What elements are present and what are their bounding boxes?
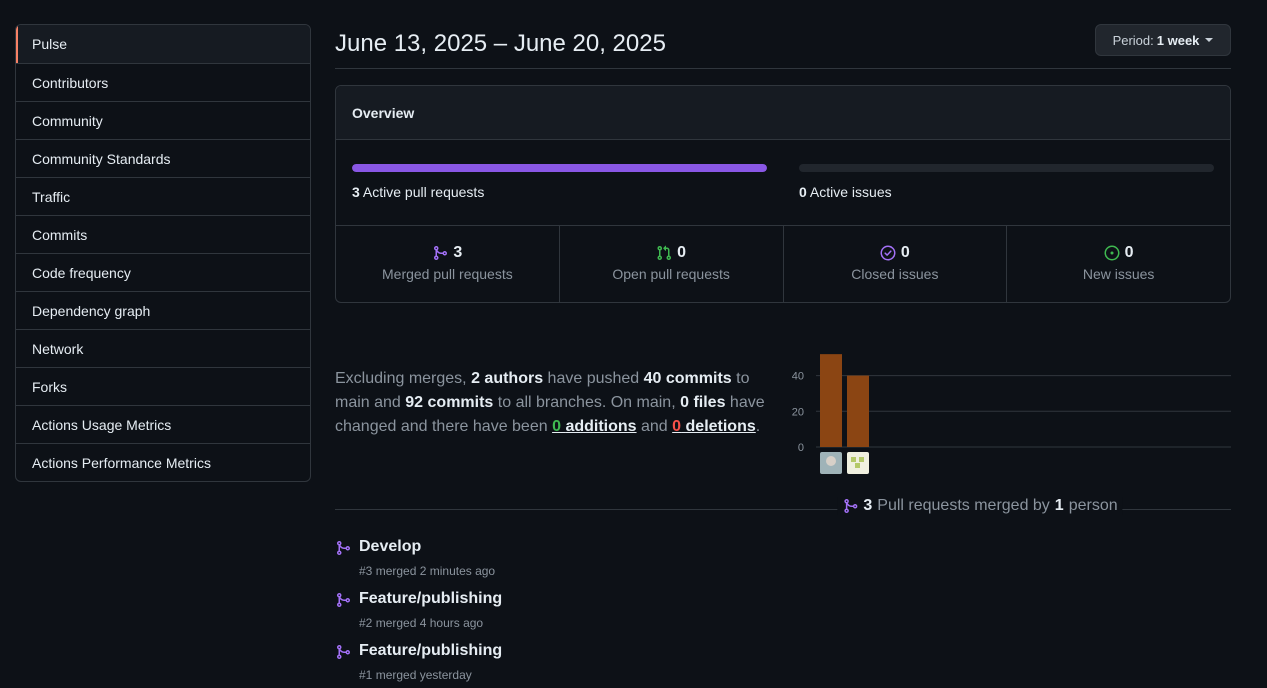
deletions-count: 0 bbox=[672, 418, 682, 435]
merge-icon bbox=[337, 645, 351, 659]
merge-icon bbox=[337, 541, 351, 555]
pr-meta: #1 merged yesterday bbox=[359, 668, 472, 682]
pr-summary-text: person bbox=[1068, 497, 1118, 514]
additions-word: additions bbox=[565, 418, 637, 435]
pr-meta: #3 merged 2 minutes ago bbox=[359, 564, 495, 578]
stat-label: Closed issues bbox=[851, 266, 939, 282]
sidebar-item-forks[interactable]: Forks bbox=[16, 367, 310, 405]
stat-value: 0 bbox=[677, 244, 687, 261]
stat-value: 3 bbox=[453, 244, 463, 261]
overview-title: Overview bbox=[336, 86, 1230, 140]
chart-tick-label: 0 bbox=[798, 442, 804, 454]
summary-commits-all: 92 commits bbox=[405, 394, 494, 411]
stat-label: Open pull requests bbox=[612, 266, 730, 282]
summary-text: . bbox=[755, 418, 761, 435]
summary-text: Excluding merges, bbox=[335, 370, 467, 387]
summary-authors: 2 authors bbox=[471, 370, 544, 387]
stat-open-prs[interactable]: 0 Open pull requests bbox=[558, 226, 783, 302]
pr-merged-time: merged yesterday bbox=[375, 668, 472, 682]
insights-sidebar: Pulse Contributors Community Community S… bbox=[15, 24, 311, 482]
summary-text: have changed and there have been bbox=[335, 394, 765, 435]
stat-merged-prs[interactable]: 3 Merged pull requests bbox=[336, 226, 559, 302]
pr-summary: 3 Pull requests merged by 1 person bbox=[837, 497, 1123, 515]
pr-number: #2 bbox=[359, 616, 373, 630]
pr-section-header: 3 Pull requests merged by 1 person bbox=[335, 495, 1231, 517]
sidebar-item-community-standards[interactable]: Community Standards bbox=[16, 139, 310, 177]
stat-label: Merged pull requests bbox=[382, 266, 513, 282]
period-prefix: Period: bbox=[1112, 32, 1154, 48]
merge-icon bbox=[434, 246, 448, 260]
commits-by-author-chart: 0 20 40 bbox=[792, 354, 1231, 474]
avatar-face bbox=[826, 456, 836, 466]
avatar-pixel bbox=[855, 463, 860, 468]
active-issues-count: 0 bbox=[799, 184, 807, 200]
overview-stats: 3 Merged pull requests 0 Open pull reque… bbox=[336, 226, 1230, 302]
summary-text: and bbox=[641, 418, 668, 435]
stat-new-issues[interactable]: 0 New issues bbox=[1006, 226, 1230, 302]
pr-merged-time: merged 4 hours ago bbox=[375, 616, 484, 630]
pr-merged-count: 3 bbox=[863, 497, 873, 514]
sidebar-item-pulse[interactable]: Pulse bbox=[16, 25, 310, 63]
summary-text: to main and bbox=[335, 370, 750, 411]
pull-request-icon bbox=[657, 245, 672, 261]
commit-summary: Excluding merges, 2 authors have pushed … bbox=[335, 367, 785, 439]
overview-box: Overview 3 Active pull requests 0 Active… bbox=[335, 85, 1231, 303]
summary-text: have pushed bbox=[547, 370, 640, 387]
stat-closed-issues[interactable]: 0 Closed issues bbox=[782, 226, 1007, 302]
pr-divider-line bbox=[335, 509, 1231, 510]
pr-number: #1 bbox=[359, 668, 373, 682]
pr-people-count: 1 bbox=[1054, 497, 1064, 514]
chart-tick-label: 20 bbox=[792, 406, 804, 418]
sidebar-item-contributors[interactable]: Contributors bbox=[16, 63, 310, 101]
stat-label: New issues bbox=[1082, 266, 1155, 282]
merge-icon bbox=[844, 499, 858, 513]
additions-count: 0 bbox=[552, 418, 561, 435]
stat-value: 0 bbox=[1124, 244, 1134, 261]
issue-closed-icon bbox=[880, 245, 896, 261]
active-prs-bar[interactable] bbox=[352, 164, 767, 172]
overview-progress: 3 Active pull requests 0 Active issues bbox=[336, 140, 1230, 226]
sidebar-item-dependency-graph[interactable]: Dependency graph bbox=[16, 291, 310, 329]
sidebar-item-commits[interactable]: Commits bbox=[16, 215, 310, 253]
active-prs-bar-fill bbox=[352, 164, 767, 172]
period-dropdown-button[interactable]: Period: 1 week bbox=[1095, 24, 1231, 56]
merge-icon bbox=[337, 593, 351, 607]
sidebar-item-code-frequency[interactable]: Code frequency bbox=[16, 253, 310, 291]
summary-text: to all branches. On main, bbox=[497, 394, 676, 411]
active-prs-label: Active pull requests bbox=[362, 184, 485, 200]
issue-opened-icon bbox=[1104, 245, 1120, 261]
avatar-pixel bbox=[851, 457, 856, 462]
active-prs-count: 3 bbox=[352, 184, 360, 200]
sidebar-item-traffic[interactable]: Traffic bbox=[16, 177, 310, 215]
avatar-pixel bbox=[859, 457, 864, 462]
page-title: June 13, 2025 – June 20, 2025 bbox=[335, 30, 666, 57]
pr-summary-text: Pull requests merged by bbox=[877, 497, 1050, 514]
active-issues-bar[interactable] bbox=[799, 164, 1214, 172]
sidebar-item-actions-performance-metrics[interactable]: Actions Performance Metrics bbox=[16, 443, 310, 481]
period-value: 1 week bbox=[1156, 32, 1200, 48]
sidebar-item-network[interactable]: Network bbox=[16, 329, 310, 367]
pr-title-link[interactable]: Develop bbox=[359, 538, 422, 555]
pr-title-link[interactable]: Feature/publishing bbox=[359, 590, 503, 607]
additions-link[interactable]: 0 additions bbox=[552, 418, 636, 435]
active-issues-label: Active issues bbox=[809, 184, 892, 200]
stat-value: 0 bbox=[900, 244, 910, 261]
sidebar-item-community[interactable]: Community bbox=[16, 101, 310, 139]
summary-files: 0 files bbox=[680, 394, 726, 411]
caret-down-icon bbox=[1205, 38, 1214, 42]
deletions-link[interactable]: 0 deletions bbox=[672, 418, 756, 435]
sidebar-item-actions-usage-metrics[interactable]: Actions Usage Metrics bbox=[16, 405, 310, 443]
summary-commits-main: 40 commits bbox=[643, 370, 732, 387]
active-issues-link[interactable]: 0 Active issues bbox=[799, 184, 892, 200]
chart-bar bbox=[847, 375, 869, 447]
active-prs-link[interactable]: 3 Active pull requests bbox=[352, 184, 484, 200]
pr-number: #3 bbox=[359, 564, 373, 578]
pr-meta: #2 merged 4 hours ago bbox=[359, 616, 483, 630]
pr-title-link[interactable]: Feature/publishing bbox=[359, 642, 503, 659]
chart-tick-label: 40 bbox=[792, 371, 804, 383]
pr-merged-time: merged 2 minutes ago bbox=[375, 564, 496, 578]
chart-bar bbox=[820, 354, 842, 447]
header-divider bbox=[335, 68, 1231, 69]
deletions-word: deletions bbox=[685, 418, 756, 435]
